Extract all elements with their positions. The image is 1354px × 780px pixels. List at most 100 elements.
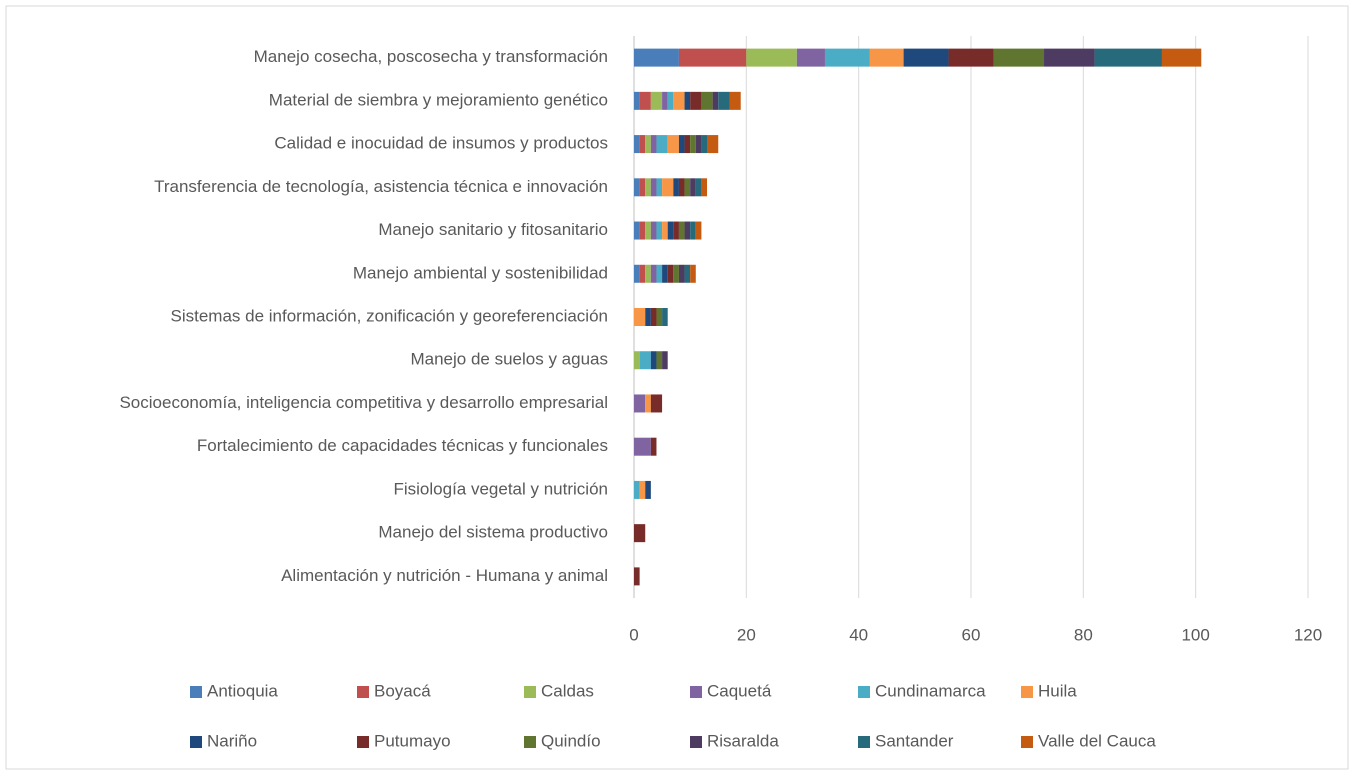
bar-segment <box>634 264 640 283</box>
bar-segment <box>662 178 674 197</box>
bar-segment <box>662 351 668 370</box>
bar-segment <box>729 91 741 110</box>
bar-segment <box>656 221 663 240</box>
bar-segment <box>639 264 646 283</box>
y-tick-label: Socioeconomía, inteligencia competitiva … <box>119 393 608 412</box>
bar-segment <box>746 48 797 67</box>
bar-segment <box>796 48 825 67</box>
y-tick-label: Manejo ambiental y sostenibilidad <box>353 263 608 282</box>
bar-segment <box>662 308 668 326</box>
bar-segment <box>662 91 668 110</box>
legend-swatch <box>357 736 369 748</box>
bar-segment <box>639 480 646 499</box>
y-tick-label: Transferencia de tecnología, asistencia … <box>154 177 608 196</box>
bar-segment <box>701 135 708 154</box>
legend-swatch <box>524 686 536 698</box>
bar-segment <box>662 221 668 240</box>
legend-swatch <box>524 736 536 748</box>
bar-segment <box>678 178 685 197</box>
legend-label: Boyacá <box>374 681 431 700</box>
legend-label: Nariño <box>207 731 257 750</box>
bar-segment <box>690 178 696 197</box>
bar-segment <box>650 221 657 240</box>
x-tick-label: 20 <box>737 625 756 644</box>
bar-segment <box>634 135 640 154</box>
bar-segment <box>673 221 679 240</box>
bar-segment <box>707 135 719 154</box>
bar-segment <box>1044 48 1095 67</box>
bar-segment <box>634 567 640 586</box>
y-tick-label: Manejo cosecha, poscosecha y transformac… <box>254 47 608 66</box>
bar-segment <box>634 48 679 67</box>
bar-segment <box>634 524 646 543</box>
bar-segment <box>667 264 674 283</box>
y-tick-label: Alimentación y nutrición - Humana y anim… <box>281 566 608 585</box>
y-tick-label: Manejo del sistema productivo <box>378 523 608 542</box>
bar-segment <box>639 178 646 197</box>
chart-border <box>5 5 1349 770</box>
bar-segment <box>684 91 691 110</box>
bar-segment <box>634 221 640 240</box>
legend-label: Putumayo <box>374 731 451 750</box>
legend-swatch <box>690 736 702 748</box>
bar-segment <box>667 135 679 154</box>
y-tick-label: Calidad e inocuidad de insumos y product… <box>274 134 608 153</box>
bar-segment <box>673 264 679 283</box>
legend-label: Huila <box>1038 681 1077 700</box>
bar-segment <box>948 48 994 67</box>
bar-segment <box>634 437 651 456</box>
legend-swatch <box>858 736 870 748</box>
bar-segment <box>634 178 640 197</box>
bar-segment <box>695 135 702 154</box>
bar-segment <box>656 135 668 154</box>
legend-label: Antioquia <box>207 681 278 700</box>
bar-segment <box>650 437 657 456</box>
y-tick-label: Manejo de suelos y aguas <box>410 350 608 369</box>
legend-label: Cundinamarca <box>875 681 986 700</box>
bar-segment <box>645 135 651 154</box>
bar-segment <box>639 221 646 240</box>
bar-segment <box>678 264 685 283</box>
bar-segment <box>650 178 657 197</box>
legend-swatch <box>357 686 369 698</box>
y-tick-label: Fisiología vegetal y nutrición <box>393 479 608 498</box>
bar-segment <box>645 394 651 413</box>
bar-segment <box>650 394 663 413</box>
bar-segment <box>684 264 691 283</box>
bar-segment <box>634 351 640 370</box>
bar-segment <box>690 221 696 240</box>
bar-segment <box>667 91 674 110</box>
bar-segment <box>690 91 702 110</box>
legend-swatch <box>190 686 202 698</box>
bar-segment <box>656 308 663 326</box>
x-tick-label: 80 <box>1074 625 1093 644</box>
bar-segment <box>712 91 719 110</box>
bar-segment <box>645 264 651 283</box>
bar-segment <box>1161 48 1202 67</box>
bar-segment <box>678 135 685 154</box>
legend-label: Caquetá <box>707 681 772 700</box>
x-tick-label: 120 <box>1294 625 1322 644</box>
bar-segment <box>684 221 691 240</box>
bar-segment <box>634 394 646 413</box>
legend-label: Santander <box>875 731 954 750</box>
y-tick-label: Sistemas de información, zonificación y … <box>170 306 608 325</box>
legend-swatch <box>1021 686 1033 698</box>
legend-label: Quindío <box>541 731 601 750</box>
bar-segment <box>656 264 663 283</box>
x-tick-label: 40 <box>849 625 868 644</box>
bar-segment <box>639 135 646 154</box>
bar-segment <box>650 135 657 154</box>
bar-segment <box>639 91 651 110</box>
bar-segment <box>634 308 646 326</box>
legend-swatch <box>190 736 202 748</box>
bar-segment <box>718 91 730 110</box>
x-tick-label: 0 <box>629 625 638 644</box>
bar-segment <box>656 178 663 197</box>
bar-segment <box>690 135 696 154</box>
bar-segment <box>701 178 708 197</box>
bar-segment <box>673 178 679 197</box>
bar-segment <box>869 48 904 67</box>
bar-segment <box>645 480 651 499</box>
